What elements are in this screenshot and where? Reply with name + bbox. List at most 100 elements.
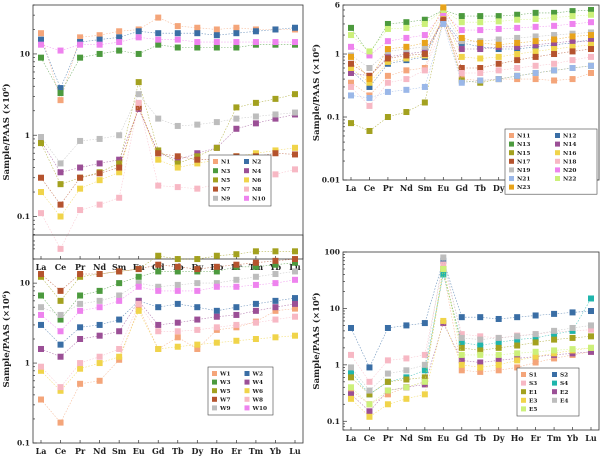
x-tick-label: Nd (93, 446, 106, 456)
data-point (38, 189, 44, 196)
data-point (403, 67, 410, 74)
data-point (194, 121, 201, 128)
data-point (348, 387, 354, 394)
data-point (272, 26, 279, 33)
data-point (366, 127, 373, 134)
data-point (116, 297, 123, 304)
data-point (77, 336, 84, 342)
data-point (292, 313, 298, 320)
y-tick-label: 0.1 (17, 439, 30, 448)
data-point (96, 304, 103, 311)
data-point (440, 4, 447, 11)
data-point (384, 46, 391, 53)
x-tick-label: Dy (192, 446, 204, 456)
data-point (514, 39, 521, 46)
legend-box (516, 367, 580, 417)
series-W10 (38, 276, 298, 335)
data-point (384, 55, 391, 62)
data-point (588, 6, 594, 13)
data-point (57, 201, 64, 208)
data-point (233, 283, 240, 290)
series-N21 (348, 20, 594, 102)
data-point (135, 79, 142, 86)
data-point (458, 38, 465, 45)
data-point (174, 153, 181, 160)
legend-label: N21 (517, 177, 530, 183)
data-point (96, 297, 103, 304)
data-point (77, 185, 84, 192)
data-point (458, 69, 465, 76)
data-point (194, 153, 201, 160)
y-axis-label: Sample/PAAS (×10⁶) (1, 290, 12, 387)
legend-swatch (244, 195, 249, 201)
data-point (135, 304, 142, 311)
series-line (40, 251, 295, 302)
data-point (96, 32, 103, 39)
legend-swatch (555, 133, 560, 138)
data-point (116, 316, 123, 323)
legend-label: E1 (529, 390, 537, 396)
data-point (194, 341, 201, 348)
legend-box (208, 154, 272, 207)
data-point (569, 13, 576, 20)
data-point (421, 378, 428, 385)
legend-swatch (521, 389, 526, 395)
data-point (96, 170, 103, 177)
legend-swatch (212, 388, 217, 394)
x-tick-label: Er (530, 433, 541, 443)
legend-box (207, 366, 274, 416)
data-point (252, 39, 259, 46)
series-N17 (348, 16, 594, 79)
x-tick-label: Tb (172, 446, 184, 456)
data-point (38, 271, 44, 278)
legend-swatch (213, 168, 218, 174)
data-point (135, 28, 142, 35)
data-point (155, 268, 162, 275)
data-point (495, 41, 502, 48)
data-point (252, 319, 259, 326)
y-tick-label: 0.1 (327, 113, 340, 122)
data-point (252, 150, 259, 157)
y-tick-label: 1 (25, 131, 30, 140)
data-point (194, 44, 201, 51)
data-point (366, 72, 373, 79)
data-point (348, 53, 354, 60)
legend-label: W7 (219, 397, 231, 403)
x-tick-label: Sm (112, 262, 127, 272)
data-point (213, 283, 220, 290)
series-line (40, 310, 296, 392)
data-point (403, 109, 410, 116)
data-point (588, 333, 594, 340)
data-point (57, 160, 64, 167)
data-point (495, 76, 502, 83)
data-point (272, 307, 279, 314)
data-point (116, 356, 123, 363)
data-point (458, 13, 465, 20)
data-point (384, 58, 391, 65)
data-point (551, 14, 558, 21)
data-point (194, 30, 201, 37)
data-point (233, 276, 240, 283)
data-point (348, 64, 354, 71)
data-point (458, 331, 465, 338)
data-point (588, 46, 594, 53)
data-point (495, 357, 502, 364)
data-point (57, 181, 64, 188)
legend-label: N6 (252, 178, 261, 184)
data-point (135, 297, 142, 304)
data-point (366, 83, 373, 90)
data-point (272, 261, 279, 268)
data-point (421, 320, 428, 327)
data-point (348, 83, 354, 90)
data-point (57, 287, 64, 294)
data-point (38, 304, 44, 311)
data-point (194, 185, 201, 192)
legend-swatch (555, 158, 560, 164)
data-point (292, 295, 298, 302)
data-point (421, 83, 428, 90)
data-point (458, 361, 465, 368)
y-tick-label: 10 (330, 304, 340, 313)
x-tick-label: Gd (456, 433, 469, 443)
data-point (174, 256, 181, 263)
data-point (588, 38, 594, 45)
